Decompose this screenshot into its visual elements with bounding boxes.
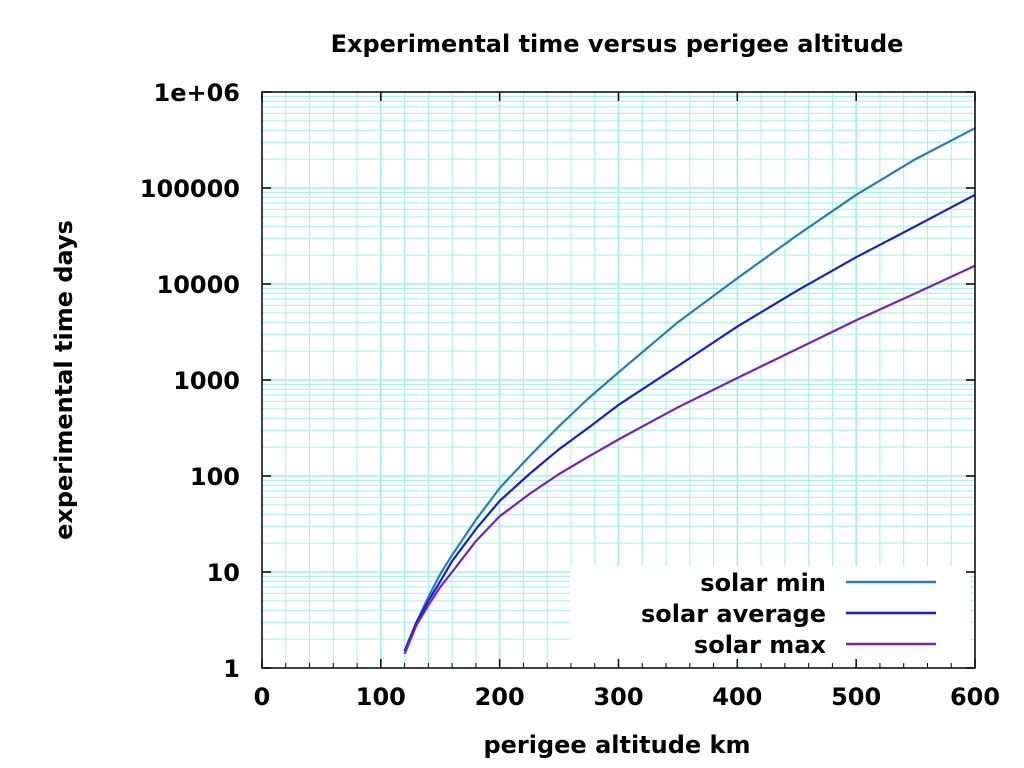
y-tick-label: 10 (207, 559, 240, 587)
series-lines (403, 127, 976, 655)
y-axis-label: experimental time days (50, 220, 78, 540)
x-tick-label: 200 (475, 683, 525, 711)
ticks: 0 100 200 300 400 500 600 1 10 100 1000 10000 100000… (140, 79, 1000, 711)
series-line-solar-max (403, 264, 976, 655)
y-tick-label: 1 (223, 655, 240, 683)
legend-label: solar average (641, 600, 826, 628)
legend: solar min solar average solar max (641, 569, 936, 659)
y-tick-label: 100000 (140, 175, 240, 203)
x-tick-label: 500 (831, 683, 881, 711)
chart-title: Experimental time versus perigee altitud… (331, 30, 904, 58)
x-tick-label: 600 (950, 683, 1000, 711)
y-tick-label: 100 (190, 463, 240, 491)
x-tick-label: 300 (593, 683, 643, 711)
legend-label: solar min (700, 569, 826, 597)
x-axis-label: perigee altitude km (483, 731, 750, 759)
y-tick-label: 1000 (173, 367, 240, 395)
x-tick-label: 0 (254, 683, 271, 711)
series-line-solar-average (403, 193, 976, 652)
x-tick-label: 100 (356, 683, 406, 711)
y-tick-label: 10000 (157, 271, 241, 299)
series-line-solar-min (403, 127, 976, 652)
x-tick-label: 400 (712, 683, 762, 711)
y-tick-label: 1e+06 (154, 79, 240, 107)
legend-label: solar max (694, 631, 827, 659)
